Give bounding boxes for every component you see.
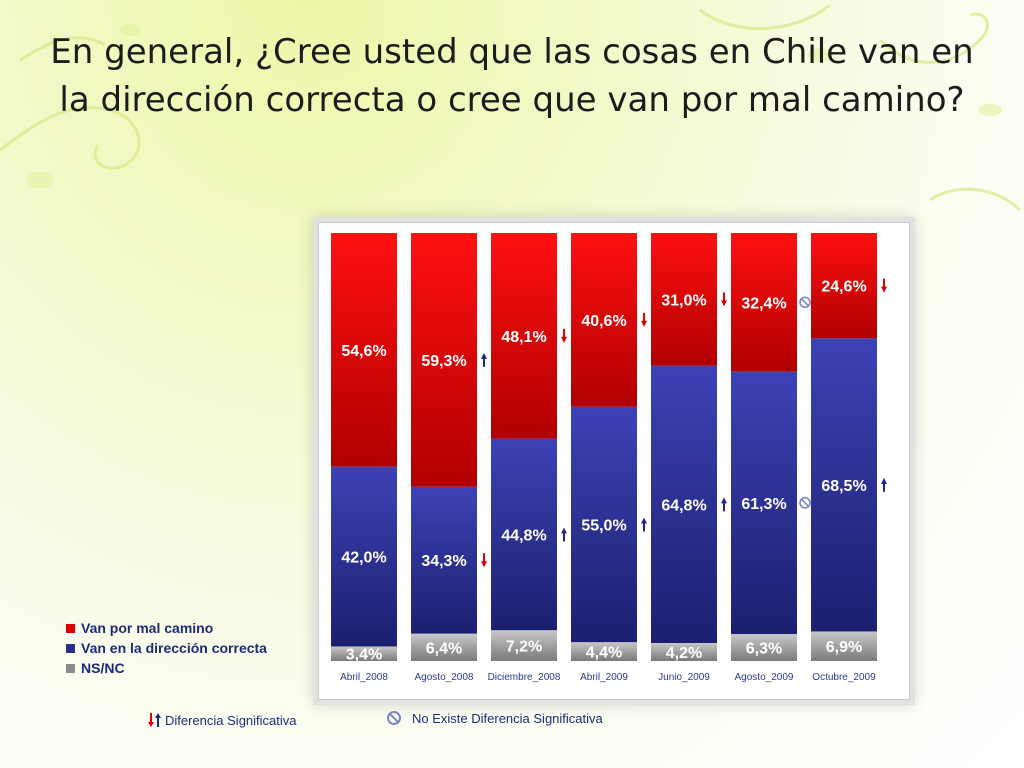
x-tick-label: Agosto_2008 [415, 672, 474, 683]
data-label-nsnc: 7,2% [506, 639, 542, 656]
data-label-direccion-correcta: 61,3% [741, 496, 786, 513]
data-label-direccion-correcta: 44,8% [501, 527, 546, 544]
legend-label: Van por mal camino [81, 620, 214, 636]
significant-increase-arrow-head [721, 497, 727, 504]
x-tick-label: Octubre_2009 [812, 672, 876, 683]
bar-segment-mal-camino [331, 233, 397, 467]
legend-item-direccion-correcta: Van en la dirección correcta [66, 638, 267, 658]
data-label-mal-camino: 32,4% [741, 295, 786, 312]
data-label-mal-camino: 31,0% [661, 292, 706, 309]
no-significant-label: No Existe Diferencia Significativa [412, 710, 603, 726]
bar-segment-mal-camino [491, 233, 557, 439]
bar-segment-direccion-correcta [491, 438, 557, 631]
data-label-direccion-correcta: 34,3% [421, 553, 466, 570]
data-label-mal-camino: 48,1% [501, 329, 546, 346]
data-label-nsnc: 6,3% [746, 641, 782, 658]
no-difference-marker-slash [801, 298, 809, 306]
bar-segment-nsnc [731, 634, 797, 661]
significant-increase-arrow-head [881, 477, 887, 484]
data-label-direccion-correcta: 55,0% [581, 517, 626, 534]
significant-decrease-arrow-head [721, 300, 727, 307]
x-tick-label: Junio_2009 [658, 672, 710, 683]
bar-segment-direccion-correcta [811, 338, 877, 632]
bar-segment-direccion-correcta [331, 466, 397, 647]
significant-increase-arrow-head [481, 352, 487, 359]
bar-segment-nsnc [811, 631, 877, 661]
no-difference-icon [387, 711, 401, 725]
bar-segment-nsnc [491, 630, 557, 661]
data-label-direccion-correcta: 42,0% [341, 550, 386, 567]
data-label-direccion-correcta: 68,5% [821, 478, 866, 495]
legend-swatch [66, 663, 75, 673]
significant-decrease-arrow-head [481, 561, 487, 568]
no-difference-marker [799, 497, 811, 509]
data-label-mal-camino: 40,6% [581, 313, 626, 330]
bar-segment-nsnc [331, 646, 397, 661]
data-label-nsnc: 4,4% [586, 645, 622, 662]
data-label-mal-camino: 54,6% [341, 343, 386, 360]
bar-segment-nsnc [571, 642, 637, 661]
x-tick-label: Abril_2009 [580, 672, 628, 683]
significant-decrease-arrow-head [641, 320, 647, 327]
data-label-nsnc: 6,9% [826, 639, 862, 656]
stacked-bar-chart: 3,4% 42,0% 54,6% Abril_2008 6,4% 34,3% 59,3% Ag… [318, 222, 910, 700]
significant-decrease-arrow-head [561, 336, 567, 343]
significant-decrease-arrow-head [881, 286, 887, 293]
data-label-mal-camino: 24,6% [821, 279, 866, 296]
bar-segment-mal-camino [571, 233, 637, 407]
chart-svg: 3,4% 42,0% 54,6% Abril_2008 6,4% 34,3% 59,3% Ag… [331, 233, 887, 683]
x-tick-label: Diciembre_2008 [488, 672, 561, 683]
significant-increase-arrow-head [561, 527, 567, 534]
x-tick-label: Abril_2008 [340, 672, 388, 683]
legend-swatch [66, 623, 75, 633]
no-difference-marker [799, 296, 811, 309]
data-label-direccion-correcta: 64,8% [661, 497, 706, 514]
significant-increase-arrow-head [641, 517, 647, 524]
legend-item-mal-camino: Van por mal camino [66, 618, 267, 638]
bar-segment-nsnc [651, 643, 717, 661]
no-significant-difference-note: No Existe Diferencia Significativa [386, 710, 603, 726]
legend-label: NS/NC [81, 660, 125, 676]
bar-segment-mal-camino [651, 233, 717, 366]
bar-segment-mal-camino [731, 233, 797, 372]
bar-segment-direccion-correcta [411, 486, 477, 634]
slide-title: En general, ¿Cree usted que las cosas en… [50, 32, 974, 120]
bar-segment-mal-camino [411, 233, 477, 487]
data-label-nsnc: 3,4% [346, 647, 382, 664]
significance-arrows-icon [148, 713, 161, 727]
no-difference-marker-slash [801, 499, 809, 507]
chart-legend: Van por mal camino Van en la dirección c… [66, 618, 267, 678]
bar-segment-mal-camino [811, 233, 877, 339]
bar-segment-direccion-correcta [571, 406, 637, 643]
data-label-nsnc: 4,2% [666, 645, 702, 662]
bar-segment-direccion-correcta [651, 365, 717, 644]
data-label-nsnc: 6,4% [426, 640, 462, 657]
bar-segment-direccion-correcta [731, 371, 797, 635]
significant-difference-note: Diferencia Significativa [148, 712, 297, 728]
x-tick-label: Agosto_2009 [735, 672, 794, 683]
legend-swatch [66, 643, 75, 653]
legend-item-nsnc: NS/NC [66, 658, 267, 678]
bar-segment-nsnc [411, 633, 477, 661]
significant-label: Diferencia Significativa [165, 712, 297, 728]
legend-label: Van en la dirección correcta [81, 640, 267, 656]
data-label-mal-camino: 59,3% [421, 353, 466, 370]
